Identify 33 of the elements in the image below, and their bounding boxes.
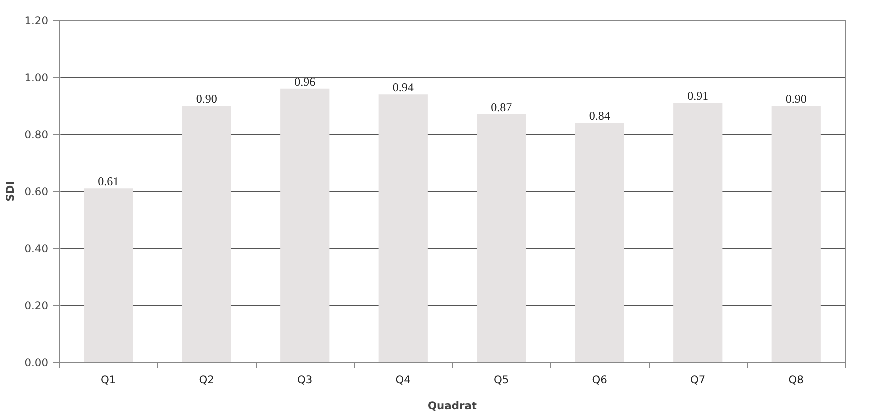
y-axis-title: SDI bbox=[4, 181, 17, 202]
data-label: 0.91 bbox=[688, 89, 709, 104]
x-tick-label: Q7 bbox=[690, 374, 706, 386]
x-axis-title: Quadrat bbox=[428, 400, 478, 412]
data-label: 0.84 bbox=[589, 109, 610, 124]
data-label: 0.61 bbox=[98, 174, 120, 189]
bar bbox=[575, 123, 624, 362]
y-tick-label: 0.20 bbox=[24, 300, 49, 312]
x-tick-label: Q3 bbox=[298, 374, 313, 386]
y-tick-label: 0.60 bbox=[24, 186, 49, 198]
bar bbox=[280, 88, 330, 362]
bar bbox=[772, 106, 821, 362]
x-tick-label: Q6 bbox=[592, 374, 608, 386]
x-tick-label: Q5 bbox=[494, 374, 510, 386]
x-tick-label: Q8 bbox=[788, 374, 804, 386]
y-tick-label: 0.40 bbox=[24, 242, 49, 256]
y-tick-label: 0.80 bbox=[24, 128, 49, 142]
bar bbox=[674, 103, 723, 362]
y-tick-label: 1.00 bbox=[24, 72, 49, 84]
data-label: 0.87 bbox=[491, 100, 512, 115]
x-tick-label: Q2 bbox=[199, 374, 214, 386]
data-label: 0.94 bbox=[392, 80, 414, 95]
data-label: 0.96 bbox=[294, 74, 316, 89]
data-label: 0.90 bbox=[786, 92, 807, 106]
bar bbox=[477, 114, 526, 362]
bar bbox=[182, 106, 232, 362]
data-label: 0.90 bbox=[196, 92, 218, 106]
x-tick-label: Q1 bbox=[101, 374, 116, 386]
y-tick-label: 0.00 bbox=[24, 356, 49, 370]
bar bbox=[84, 188, 134, 362]
bar bbox=[378, 94, 428, 362]
x-tick-label: Q4 bbox=[396, 374, 412, 386]
y-tick-label: 1.20 bbox=[24, 14, 49, 28]
